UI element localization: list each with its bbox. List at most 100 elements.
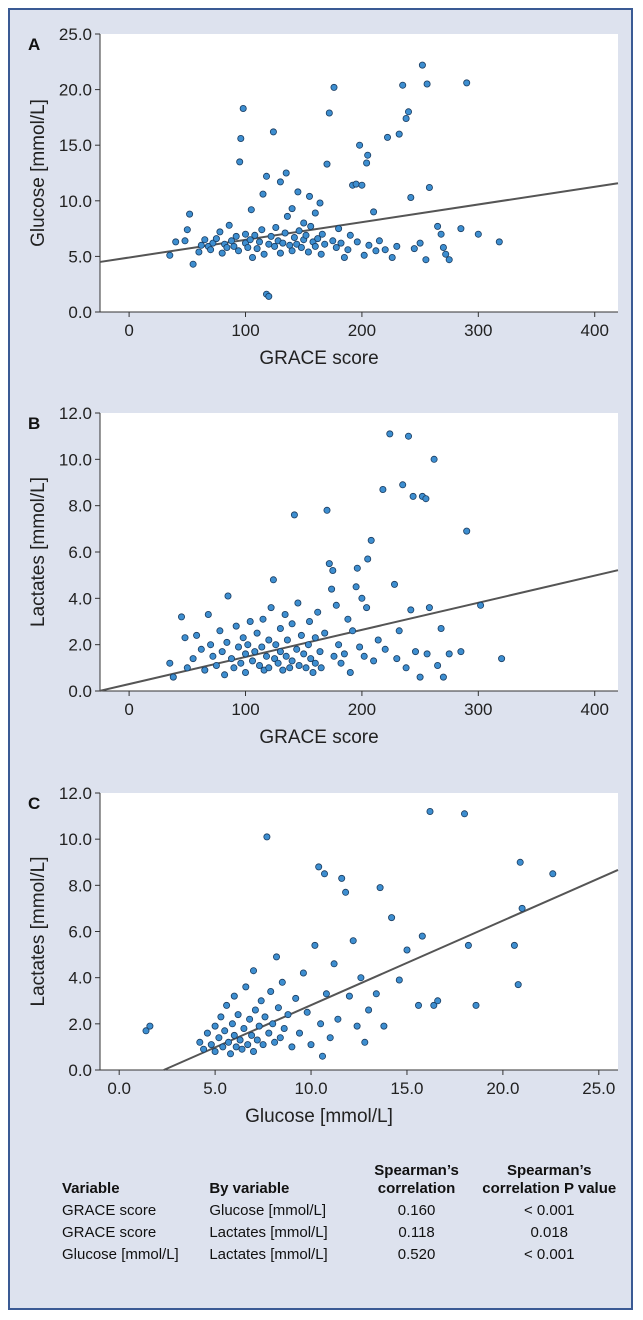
data-point: [365, 241, 373, 249]
data-point: [372, 247, 380, 255]
data-point: [457, 225, 465, 233]
data-point: [294, 188, 302, 196]
data-point: [251, 1006, 259, 1014]
data-point: [416, 239, 424, 247]
data-point: [218, 648, 226, 656]
chart-panel-b: 0.0 2.0 4.0 6.0 8.0 10.0 12.0 0 100 200 300 400 GRAC…: [28, 404, 619, 748]
x-axis-label: GRACE score: [259, 348, 378, 369]
data-point: [207, 1041, 215, 1049]
data-point: [219, 1043, 227, 1051]
data-point: [516, 858, 524, 866]
data-point: [234, 643, 242, 651]
data-point: [255, 662, 263, 670]
data-point: [311, 941, 319, 949]
data-point: [204, 611, 212, 619]
data-point: [549, 870, 557, 878]
data-point: [272, 953, 280, 961]
data-point: [430, 455, 438, 463]
y-tick-label: 0.0: [68, 682, 92, 701]
data-point: [251, 648, 259, 656]
x-tick-label: 0.0: [107, 1079, 131, 1098]
data-point: [290, 511, 298, 519]
data-point: [399, 81, 407, 89]
data-point: [353, 1022, 361, 1030]
data-point: [356, 643, 364, 651]
data-point: [226, 1050, 234, 1058]
data-point: [196, 1038, 204, 1046]
data-point: [311, 659, 319, 667]
data-point: [166, 659, 174, 667]
data-point: [276, 1034, 284, 1042]
data-point: [281, 229, 289, 237]
data-point: [328, 585, 336, 593]
data-point: [372, 990, 380, 998]
data-point: [223, 243, 231, 251]
data-point: [330, 83, 338, 91]
data-point: [361, 1038, 369, 1046]
data-point: [464, 941, 472, 949]
data-point: [321, 240, 329, 248]
data-point: [259, 615, 267, 623]
data-point: [414, 1001, 422, 1009]
data-point: [302, 664, 310, 672]
y-tick-label: 6.0: [68, 923, 92, 942]
y-tick-label: 10.0: [59, 830, 92, 849]
data-point: [209, 239, 217, 247]
data-point: [434, 222, 442, 230]
data-point: [262, 172, 270, 180]
data-point: [236, 1036, 244, 1044]
data-point: [224, 592, 232, 600]
data-point: [330, 960, 338, 968]
cell-correlation: 0.160: [397, 1202, 436, 1219]
data-point: [300, 219, 308, 227]
data-point: [200, 1045, 208, 1053]
data-point: [281, 611, 289, 619]
data-point: [282, 169, 290, 177]
data-point: [283, 636, 291, 644]
x-tick-label: 400: [581, 700, 609, 719]
data-point: [207, 641, 215, 649]
data-point: [402, 664, 410, 672]
data-point: [211, 1048, 219, 1056]
data-point: [197, 645, 205, 653]
panel-letter: B: [28, 414, 40, 433]
cell-variable: GRACE score: [62, 1202, 157, 1219]
y-tick-label: 4.0: [68, 969, 92, 988]
data-point: [255, 238, 263, 246]
data-point: [349, 937, 357, 945]
x-tick-label: 0: [124, 321, 133, 340]
data-point: [390, 580, 398, 588]
table-header-row: Variable By variable Spearman’s correlat…: [58, 1162, 628, 1200]
data-point: [340, 650, 348, 658]
data-point: [498, 655, 506, 663]
data-point: [388, 253, 396, 261]
data-point: [248, 253, 256, 261]
data-point: [230, 992, 238, 1000]
data-point: [510, 941, 518, 949]
data-point: [322, 990, 330, 998]
data-point: [236, 158, 244, 166]
data-point: [228, 1020, 236, 1028]
data-point: [376, 884, 384, 892]
y-axis-label: Lactates [mmol/L]: [28, 477, 49, 627]
data-point: [276, 178, 284, 186]
data-point: [418, 61, 426, 69]
data-point: [279, 239, 287, 247]
data-point: [399, 481, 407, 489]
data-point: [240, 1025, 248, 1033]
chart-panel-c: 0.0 2.0 4.0 6.0 8.0 10.0 12.0 0.0 5.0 10.0 15.0 20.…: [28, 784, 619, 1127]
y-axis-label: Lactates [mmol/L]: [28, 857, 49, 1007]
scatter-charts: 0.0 5.0 10.0 15.0 20.0 25.0 0 100 200 300 400 GRACE…: [28, 25, 619, 1127]
y-tick-label: 5.0: [68, 247, 92, 266]
data-point: [314, 608, 322, 616]
data-point: [337, 659, 345, 667]
data-point: [380, 1022, 388, 1030]
y-tick-label: 0.0: [68, 303, 92, 322]
data-point: [320, 870, 328, 878]
data-point: [303, 1008, 311, 1016]
data-point: [216, 228, 224, 236]
cell-by-variable: Glucose [mmol/L]: [209, 1202, 327, 1219]
data-point: [288, 205, 296, 213]
data-point: [338, 874, 346, 882]
data-point: [307, 1041, 315, 1049]
